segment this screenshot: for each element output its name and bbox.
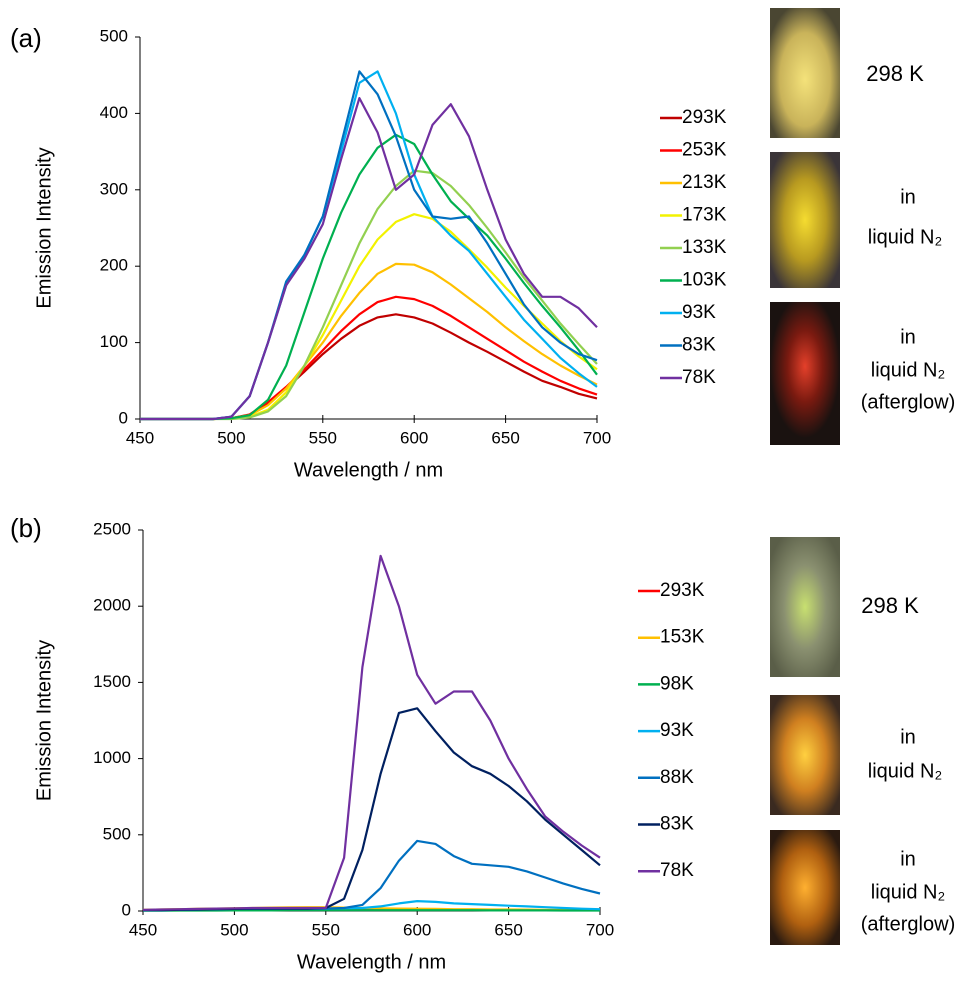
photo-caption: in	[900, 186, 916, 208]
series-line	[140, 97, 598, 421]
series-line	[142, 707, 601, 912]
legend-label: 103K	[682, 270, 727, 291]
x-tick-label: 650	[491, 428, 519, 447]
photo	[770, 537, 840, 677]
y-tick-label: 2000	[93, 596, 131, 615]
photo-caption: 298 K	[861, 593, 919, 618]
x-axis-label: Wavelength / nm	[297, 951, 446, 973]
panel-label: (b)	[10, 513, 42, 543]
x-tick-label: 700	[583, 428, 611, 447]
photo-caption: (afterglow)	[861, 913, 955, 935]
y-axis-label: Emission Intensity	[33, 147, 55, 308]
series-line	[140, 70, 598, 421]
x-axis-label: Wavelength / nm	[294, 459, 443, 481]
y-tick-label: 500	[100, 26, 128, 45]
x-tick-label: 650	[494, 920, 522, 939]
panel-label: (a)	[10, 23, 42, 53]
series-line	[140, 313, 598, 421]
series-line	[143, 909, 600, 912]
photo-caption: 298 K	[866, 61, 924, 86]
x-tick-label: 500	[220, 920, 248, 939]
series-line	[140, 70, 598, 421]
y-tick-label: 0	[122, 900, 131, 919]
x-tick-label: 450	[129, 920, 157, 939]
series-line	[140, 169, 598, 421]
x-tick-label: 600	[403, 920, 431, 939]
photo-caption: liquid N₂	[868, 760, 942, 782]
y-tick-label: 100	[100, 332, 128, 351]
series-line	[142, 554, 601, 911]
legend-label: 93K	[660, 720, 694, 741]
photo	[770, 695, 840, 815]
x-tick-label: 550	[309, 428, 337, 447]
photo-caption: in	[900, 326, 916, 348]
photo-caption: (afterglow)	[861, 391, 955, 413]
legend-label: 133K	[682, 237, 727, 258]
photo-caption: in	[900, 726, 916, 748]
series-line	[140, 133, 598, 421]
legend-label: 78K	[660, 860, 694, 881]
y-tick-label: 1000	[93, 748, 131, 767]
legend-label: 293K	[682, 107, 727, 128]
x-tick-label: 600	[400, 428, 428, 447]
y-tick-label: 200	[100, 256, 128, 275]
series-line	[142, 839, 601, 912]
photo-caption: liquid N₂	[871, 359, 945, 381]
series-line	[140, 295, 598, 421]
y-tick-label: 400	[100, 103, 128, 122]
legend-label: 83K	[660, 814, 694, 835]
legend-label: 293K	[660, 580, 705, 601]
photo	[770, 830, 840, 945]
legend-label: 153K	[660, 627, 705, 648]
legend-label: 83K	[682, 335, 716, 356]
legend-label: 173K	[682, 205, 727, 226]
photo-caption: liquid N₂	[871, 881, 945, 903]
legend-label: 78K	[682, 367, 716, 388]
photo	[770, 8, 840, 138]
y-axis-label: Emission Intensity	[33, 640, 55, 801]
photo	[770, 302, 840, 445]
y-tick-label: 500	[103, 824, 131, 843]
legend-label: 213K	[682, 172, 727, 193]
x-tick-label: 450	[126, 428, 154, 447]
x-tick-label: 500	[217, 428, 245, 447]
series-line	[140, 213, 598, 421]
y-tick-label: 1500	[93, 672, 131, 691]
y-tick-label: 2500	[93, 519, 131, 538]
legend-label: 93K	[682, 302, 716, 323]
x-tick-label: 550	[312, 920, 340, 939]
photo	[770, 152, 840, 288]
legend-label: 88K	[660, 767, 694, 788]
x-tick-label: 700	[586, 920, 614, 939]
photo-caption: liquid N₂	[868, 226, 942, 248]
y-tick-label: 0	[119, 408, 128, 427]
y-tick-label: 300	[100, 179, 128, 198]
legend-label: 98K	[660, 673, 694, 694]
photo-caption: in	[900, 848, 916, 870]
legend-label: 253K	[682, 140, 727, 161]
